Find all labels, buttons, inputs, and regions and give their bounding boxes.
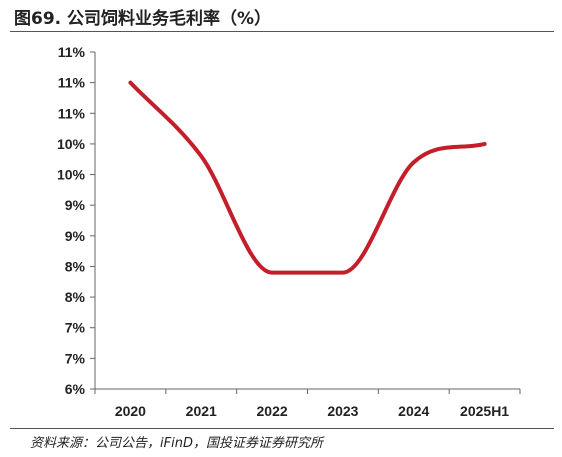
- x-tick-label: 2022: [257, 403, 288, 419]
- y-tick-label: 11%: [58, 105, 86, 121]
- y-tick-label: 11%: [58, 44, 86, 60]
- x-tick-label: 2023: [327, 403, 358, 419]
- y-tick-label: 11%: [58, 75, 86, 91]
- y-tick-label: 10%: [57, 167, 86, 183]
- y-axis-ticks: 6% 7% 7% 8% 8% 9% 9% 10% 10% 11% 11% 11%: [57, 44, 95, 397]
- chart-title: 图69. 公司饲料业务毛利率（%）: [14, 9, 272, 29]
- y-tick-label: 8%: [65, 258, 86, 274]
- y-tick-label: 6%: [65, 381, 86, 397]
- source-note: 资料来源：公司公告，iFinD，国投证券证券研究所: [30, 436, 323, 451]
- gross-margin-series-line: [128, 80, 487, 275]
- y-tick-label: 7%: [65, 320, 86, 336]
- x-axis-ticks: 2020 2021 2022 2023 2024 2025H1: [94, 389, 521, 419]
- y-tick-label: 10%: [57, 136, 86, 152]
- y-tick-label: 8%: [65, 289, 86, 305]
- footer-divider: [10, 428, 554, 429]
- title-divider: [10, 31, 554, 32]
- series-layer: [128, 80, 487, 275]
- x-tick-label: 2025H1: [460, 403, 509, 419]
- y-tick-label: 9%: [65, 228, 86, 244]
- x-tick-label: 2020: [115, 403, 146, 419]
- y-tick-label: 9%: [65, 197, 86, 213]
- x-tick-label: 2021: [186, 403, 217, 419]
- x-tick-label: 2024: [398, 403, 429, 419]
- y-tick-label: 7%: [65, 350, 86, 366]
